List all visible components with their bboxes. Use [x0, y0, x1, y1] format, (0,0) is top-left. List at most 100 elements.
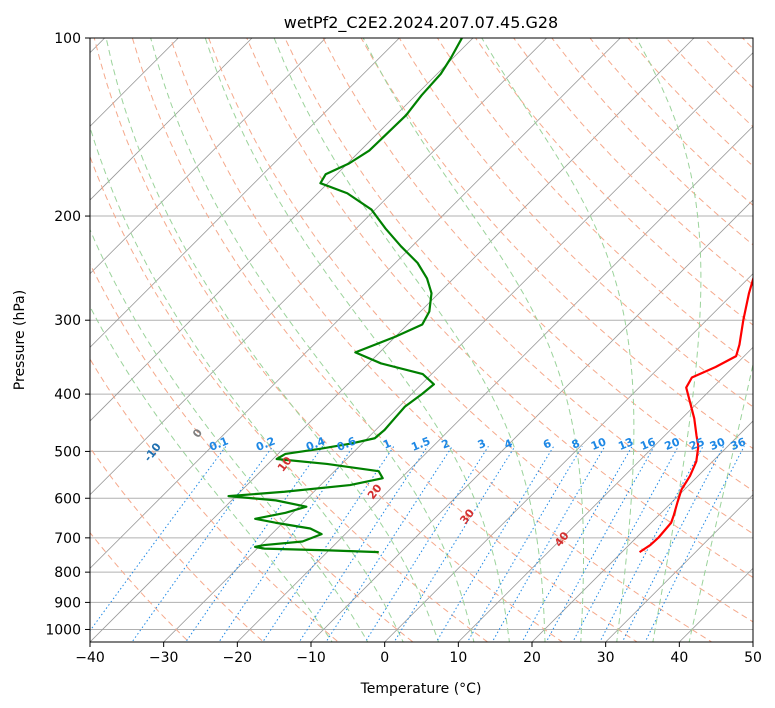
- isotherm-line: [531, 420, 753, 642]
- isotherm-line: [90, 38, 400, 348]
- moist-adiabat-line: [105, 38, 440, 642]
- moist-adiabat-line: [362, 38, 585, 642]
- x-tick-label: 20: [523, 650, 541, 666]
- dry-adiabat-line: [398, 38, 753, 408]
- mixing-ratio-label: 36: [729, 435, 748, 453]
- y-tick-label: 1000: [45, 622, 81, 638]
- moist-adiabat-line: [688, 362, 753, 642]
- mixing-ratio-label: 8: [570, 437, 582, 452]
- mixing-ratio-line: [491, 445, 606, 642]
- moist-adiabat-line: [204, 38, 510, 642]
- background-lines: [0, 11, 775, 654]
- isotherm-line: [90, 38, 548, 496]
- mixing-ratio-label: 13: [616, 435, 635, 453]
- y-tick-label: 700: [54, 531, 81, 547]
- x-axis-label: Temperature (°C): [360, 681, 482, 697]
- moist-adiabat-line: [90, 228, 369, 642]
- mixing-ratio-label: 6: [541, 437, 553, 452]
- isotherm-line: [90, 38, 474, 422]
- mixing-ratio-line: [572, 445, 679, 642]
- x-tick-label: −30: [149, 650, 179, 666]
- isotherm-line: [678, 567, 753, 642]
- dry-adiabat-line: [741, 38, 753, 50]
- mixing-ratio-line: [621, 445, 724, 642]
- line-labels: 0.1 0.2 0.4 0.6 1 1.5 2 3 4 6 8 10 13 16 20 25 30 36-1001…: [141, 426, 748, 549]
- moist-adiabat-line: [90, 305, 333, 642]
- plot-frame: [89, 37, 754, 643]
- isotherm-line: [384, 273, 753, 642]
- dewpoint-profile-line: [227, 38, 463, 554]
- mixing-ratio-line: [599, 445, 704, 642]
- moist-adiabat-line: [636, 38, 702, 642]
- mixing-ratio-label: 2: [440, 437, 452, 452]
- isotherm-line: [90, 38, 253, 201]
- dry-adiabat-line: [93, 38, 564, 642]
- dry-adiabat-line: [436, 38, 753, 367]
- isotherm-line: [605, 494, 753, 642]
- axes: −40 −30 −20 −10 0 10 20 30 40 50 100 200 300 400 500 60…: [45, 31, 762, 666]
- dry-adiabat-label: 30: [457, 506, 477, 526]
- y-tick-label: 500: [54, 444, 81, 460]
- mixing-ratio-label: 3: [476, 437, 488, 452]
- temperature-profile-line: [638, 275, 753, 554]
- mixing-ratio-line: [131, 445, 274, 642]
- mixing-ratio-line: [218, 445, 354, 642]
- isotherm-line: [752, 641, 753, 642]
- profile-curves: [227, 38, 753, 554]
- isotherm-line: [163, 52, 753, 642]
- dry-adiabat-line: [360, 38, 753, 450]
- isotherm-line: [310, 199, 753, 642]
- mixing-ratio-label: 30: [708, 435, 727, 453]
- y-axis-label: Pressure (hPa): [12, 290, 28, 390]
- y-tick-label: 400: [54, 387, 81, 403]
- isotherm-line: [90, 38, 327, 275]
- dry-adiabat-line: [169, 38, 713, 642]
- x-tick-label: −40: [75, 650, 105, 666]
- isotherm-line: [90, 38, 695, 642]
- x-tick-label: 50: [744, 650, 762, 666]
- x-tick-label: 30: [597, 650, 615, 666]
- mixing-ratio-line: [364, 445, 489, 642]
- moist-adiabat-line: [150, 38, 475, 642]
- dry-adiabat-line: [90, 358, 340, 642]
- y-tick-label: 200: [54, 209, 81, 225]
- dry-adiabat-line: [90, 446, 265, 642]
- dry-adiabat-line: [246, 38, 753, 578]
- mixing-ratio-line: [644, 445, 745, 642]
- mixing-ratio-line: [325, 445, 453, 642]
- mixing-ratio-label: 10: [589, 435, 608, 453]
- dry-adiabat-line: [208, 38, 753, 623]
- mixing-ratio-label: 25: [687, 435, 706, 453]
- moist-adiabat-line: [90, 125, 404, 642]
- x-tick-label: 40: [670, 650, 688, 666]
- isotherm-line: [90, 38, 179, 127]
- x-tick-label: −20: [223, 650, 253, 666]
- isotherm-line: [457, 346, 753, 642]
- dry-adiabat-line: [322, 38, 753, 492]
- mixing-ratio-label: 20: [663, 435, 682, 453]
- moist-adiabat-line: [481, 38, 635, 642]
- mixing-ratio-line: [435, 445, 555, 642]
- moist-adiabat-line: [273, 38, 546, 642]
- mixing-ratio-label: 16: [638, 435, 657, 453]
- x-tick-label: 10: [449, 650, 467, 666]
- dry-adiabat-line: [754, 11, 775, 654]
- x-tick-label: 0: [380, 650, 389, 666]
- dry-adiabat-line: [589, 38, 753, 206]
- isotherm-line: [90, 38, 621, 569]
- mixing-ratio-label: 1: [381, 437, 393, 452]
- y-tick-label: 600: [54, 491, 81, 507]
- isotherm-line: [236, 125, 753, 642]
- y-tick-label: 900: [54, 595, 81, 611]
- mixing-ratio-line: [466, 445, 583, 642]
- dry-adiabat-line: [284, 38, 753, 535]
- y-tick-label: 300: [54, 313, 81, 329]
- mixing-ratio-line: [185, 445, 324, 642]
- isotherm-line: [0, 11, 58, 654]
- mixing-ratio-line: [521, 445, 633, 642]
- dry-adiabat-line: [90, 262, 414, 642]
- y-tick-label: 100: [54, 31, 81, 47]
- dry-adiabat-line: [474, 38, 753, 326]
